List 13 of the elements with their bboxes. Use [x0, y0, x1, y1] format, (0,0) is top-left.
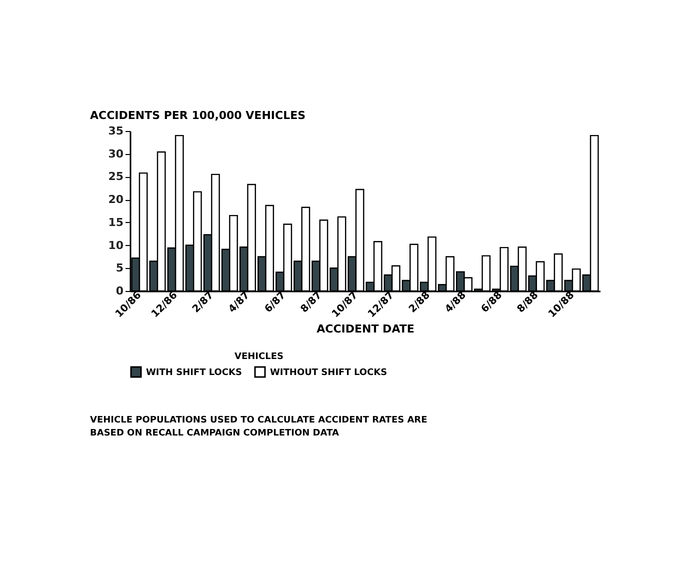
legend-label: WITH SHIFT LOCKS: [146, 368, 242, 378]
y-tick-label: 5: [116, 262, 124, 275]
y-tick-label: 10: [108, 238, 124, 252]
legend-label: WITHOUT SHIFT LOCKS: [270, 368, 388, 378]
y-tick-label: 25: [108, 170, 124, 184]
legend-title: VEHICLES: [234, 352, 284, 362]
chart-title: ACCIDENTS PER 100,000 VEHICLES: [90, 109, 306, 122]
y-tick-label: 30: [108, 147, 124, 160]
y-tick-label: 15: [108, 216, 124, 229]
text: VEHICLE POPULATIONS USED TO CALCULATE ACCIDENT RATES ARE BASED ON RECALL CAMPAIGN COMPLETION DATA: [90, 416, 428, 438]
y-tick-label: 20: [108, 193, 124, 206]
x-axis-title: ACCIDENT DATE: [316, 322, 414, 336]
y-tick-label: 35: [108, 124, 124, 138]
